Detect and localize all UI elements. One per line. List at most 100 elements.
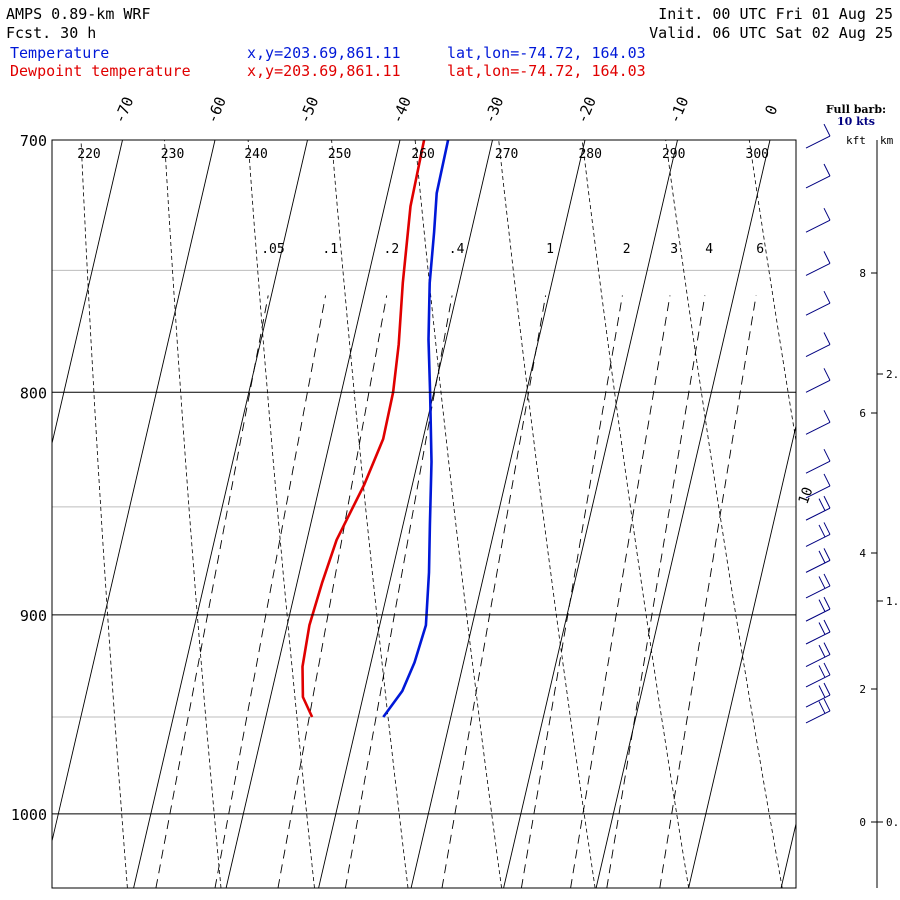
kft-tick-label: 4 (859, 547, 866, 560)
temperature-tick-label: -50 (295, 94, 322, 126)
dewpoint-profile (301, 140, 426, 718)
wind-barbs: 10 (796, 123, 831, 724)
adiabat-label: 280 (578, 147, 601, 162)
isotherm-line (780, 821, 796, 888)
temperature-xy: x,y=203.69,861.11 (247, 44, 401, 62)
wind-barb-flag (818, 701, 826, 714)
wind-barb-flag (823, 642, 831, 655)
wind-barb-staff (805, 219, 831, 233)
adiabat-labels: 220 230 240 250 260 270 280 290 300 (77, 147, 769, 162)
temperature-tick-label: -20 (573, 94, 600, 126)
kft-tick-label: 2 (859, 683, 866, 696)
temperature-tick-label: -10 (665, 94, 692, 126)
wind-barb-flag (823, 332, 831, 345)
wind-barb-flag (823, 573, 831, 587)
wind-barb-staff (805, 135, 831, 149)
wind-barb (805, 332, 831, 357)
model-title: AMPS 0.89-km WRF (6, 5, 151, 23)
adiabat-label: 300 (746, 147, 769, 162)
dry-adiabat (331, 140, 409, 888)
wind-barb-staff (805, 533, 831, 547)
wind-barb-staff (805, 302, 831, 316)
temperature-profile (382, 140, 450, 718)
temperature-tick-label: -70 (110, 94, 137, 126)
wind-barb-staff (805, 585, 831, 599)
temperature-axis-labels: -70 -60 -50 -40 -30 -20 -10 0 (110, 94, 781, 126)
dewpoint-xy: x,y=203.69,861.11 (247, 62, 401, 80)
barb-legend-line1: Full barb: (826, 103, 886, 116)
isotherm-line (52, 140, 216, 844)
wind-barb-flag (818, 524, 826, 538)
temperature-label: Temperature (10, 44, 109, 62)
wind-barb (805, 596, 831, 622)
wind-barb-flag (823, 522, 831, 535)
init-time: Init. 00 UTC Fri 01 Aug 25 (658, 5, 893, 23)
mixing-ratio-line (344, 295, 453, 888)
wind-barb-flag (818, 498, 826, 511)
km-label: km (880, 134, 894, 147)
forecast-hour: Fcst. 30 h (6, 24, 96, 42)
mixing-ratio-label: 6 (756, 242, 764, 257)
wind-barb-staff (805, 694, 831, 708)
wind-barb (805, 522, 831, 547)
km-tick-label: 1. (886, 595, 899, 608)
wind-barb (805, 473, 831, 499)
isotherm-line (503, 140, 678, 888)
major-isobars (52, 139, 796, 815)
dry-adiabat (665, 140, 783, 888)
wind-barb-flag (823, 473, 831, 487)
wind-barb-staff (805, 608, 831, 622)
wind-barb-flag (818, 599, 826, 612)
isotherms (52, 140, 900, 888)
wind-barb (805, 495, 831, 521)
wind-barb-staff (805, 175, 831, 189)
kft-tick-label: 0 (859, 816, 866, 829)
dry-adiabat (581, 140, 690, 888)
km-tick-label: 2. (886, 368, 899, 381)
wind-barb (805, 207, 831, 233)
dry-adiabat (498, 140, 596, 888)
wind-barb (805, 682, 831, 708)
wind-barb-flag (823, 698, 831, 712)
mixing-ratio-line (441, 295, 547, 888)
wind-barb-flag (823, 548, 831, 561)
mixing-ratio-line (155, 295, 269, 888)
wind-barb (805, 123, 831, 149)
wind-barb-staff (805, 654, 831, 668)
mixing-ratio-line (214, 295, 327, 888)
mixing-ratio-labels: .05 .1 .2 .4 1 2 3 4 6 (261, 242, 764, 257)
adiabat-label: 250 (328, 147, 351, 162)
wind-barb-flag (818, 622, 826, 635)
dry-adiabats (0, 113, 796, 888)
pressure-tick-label: 700 (20, 132, 47, 150)
wind-barb-flag (823, 251, 831, 264)
adiabat-label: 240 (244, 147, 267, 162)
isotherm-line (874, 140, 900, 888)
wind-barb-flag (823, 123, 831, 137)
mixing-ratio-line (606, 295, 706, 888)
adiabat-label: 270 (495, 147, 518, 162)
wind-barb (805, 290, 831, 316)
mixing-ratio-label: .05 (261, 242, 284, 257)
temperature-tick-label: -40 (388, 94, 415, 126)
mixing-ratio-lines (155, 295, 757, 888)
mixing-ratio-line (659, 295, 757, 888)
isotherm-line (52, 140, 123, 446)
dry-adiabat (414, 140, 502, 888)
wind-barb-staff (805, 507, 831, 521)
wind-barb (805, 448, 831, 474)
wind-barb (805, 410, 831, 435)
dry-adiabat (0, 113, 34, 888)
isotherm-line (595, 140, 771, 888)
dry-adiabat (80, 140, 128, 888)
wind-barb-staff (805, 379, 831, 393)
wind-barb-flag (818, 685, 826, 698)
isotherm-line (225, 140, 401, 888)
wind-barb-flag (818, 644, 826, 658)
wind-barb-flag (818, 576, 826, 589)
wind-barb (805, 698, 831, 724)
isotherm-line (318, 140, 493, 888)
mixing-ratio-line (277, 295, 388, 888)
wind-barb-staff (805, 631, 831, 645)
